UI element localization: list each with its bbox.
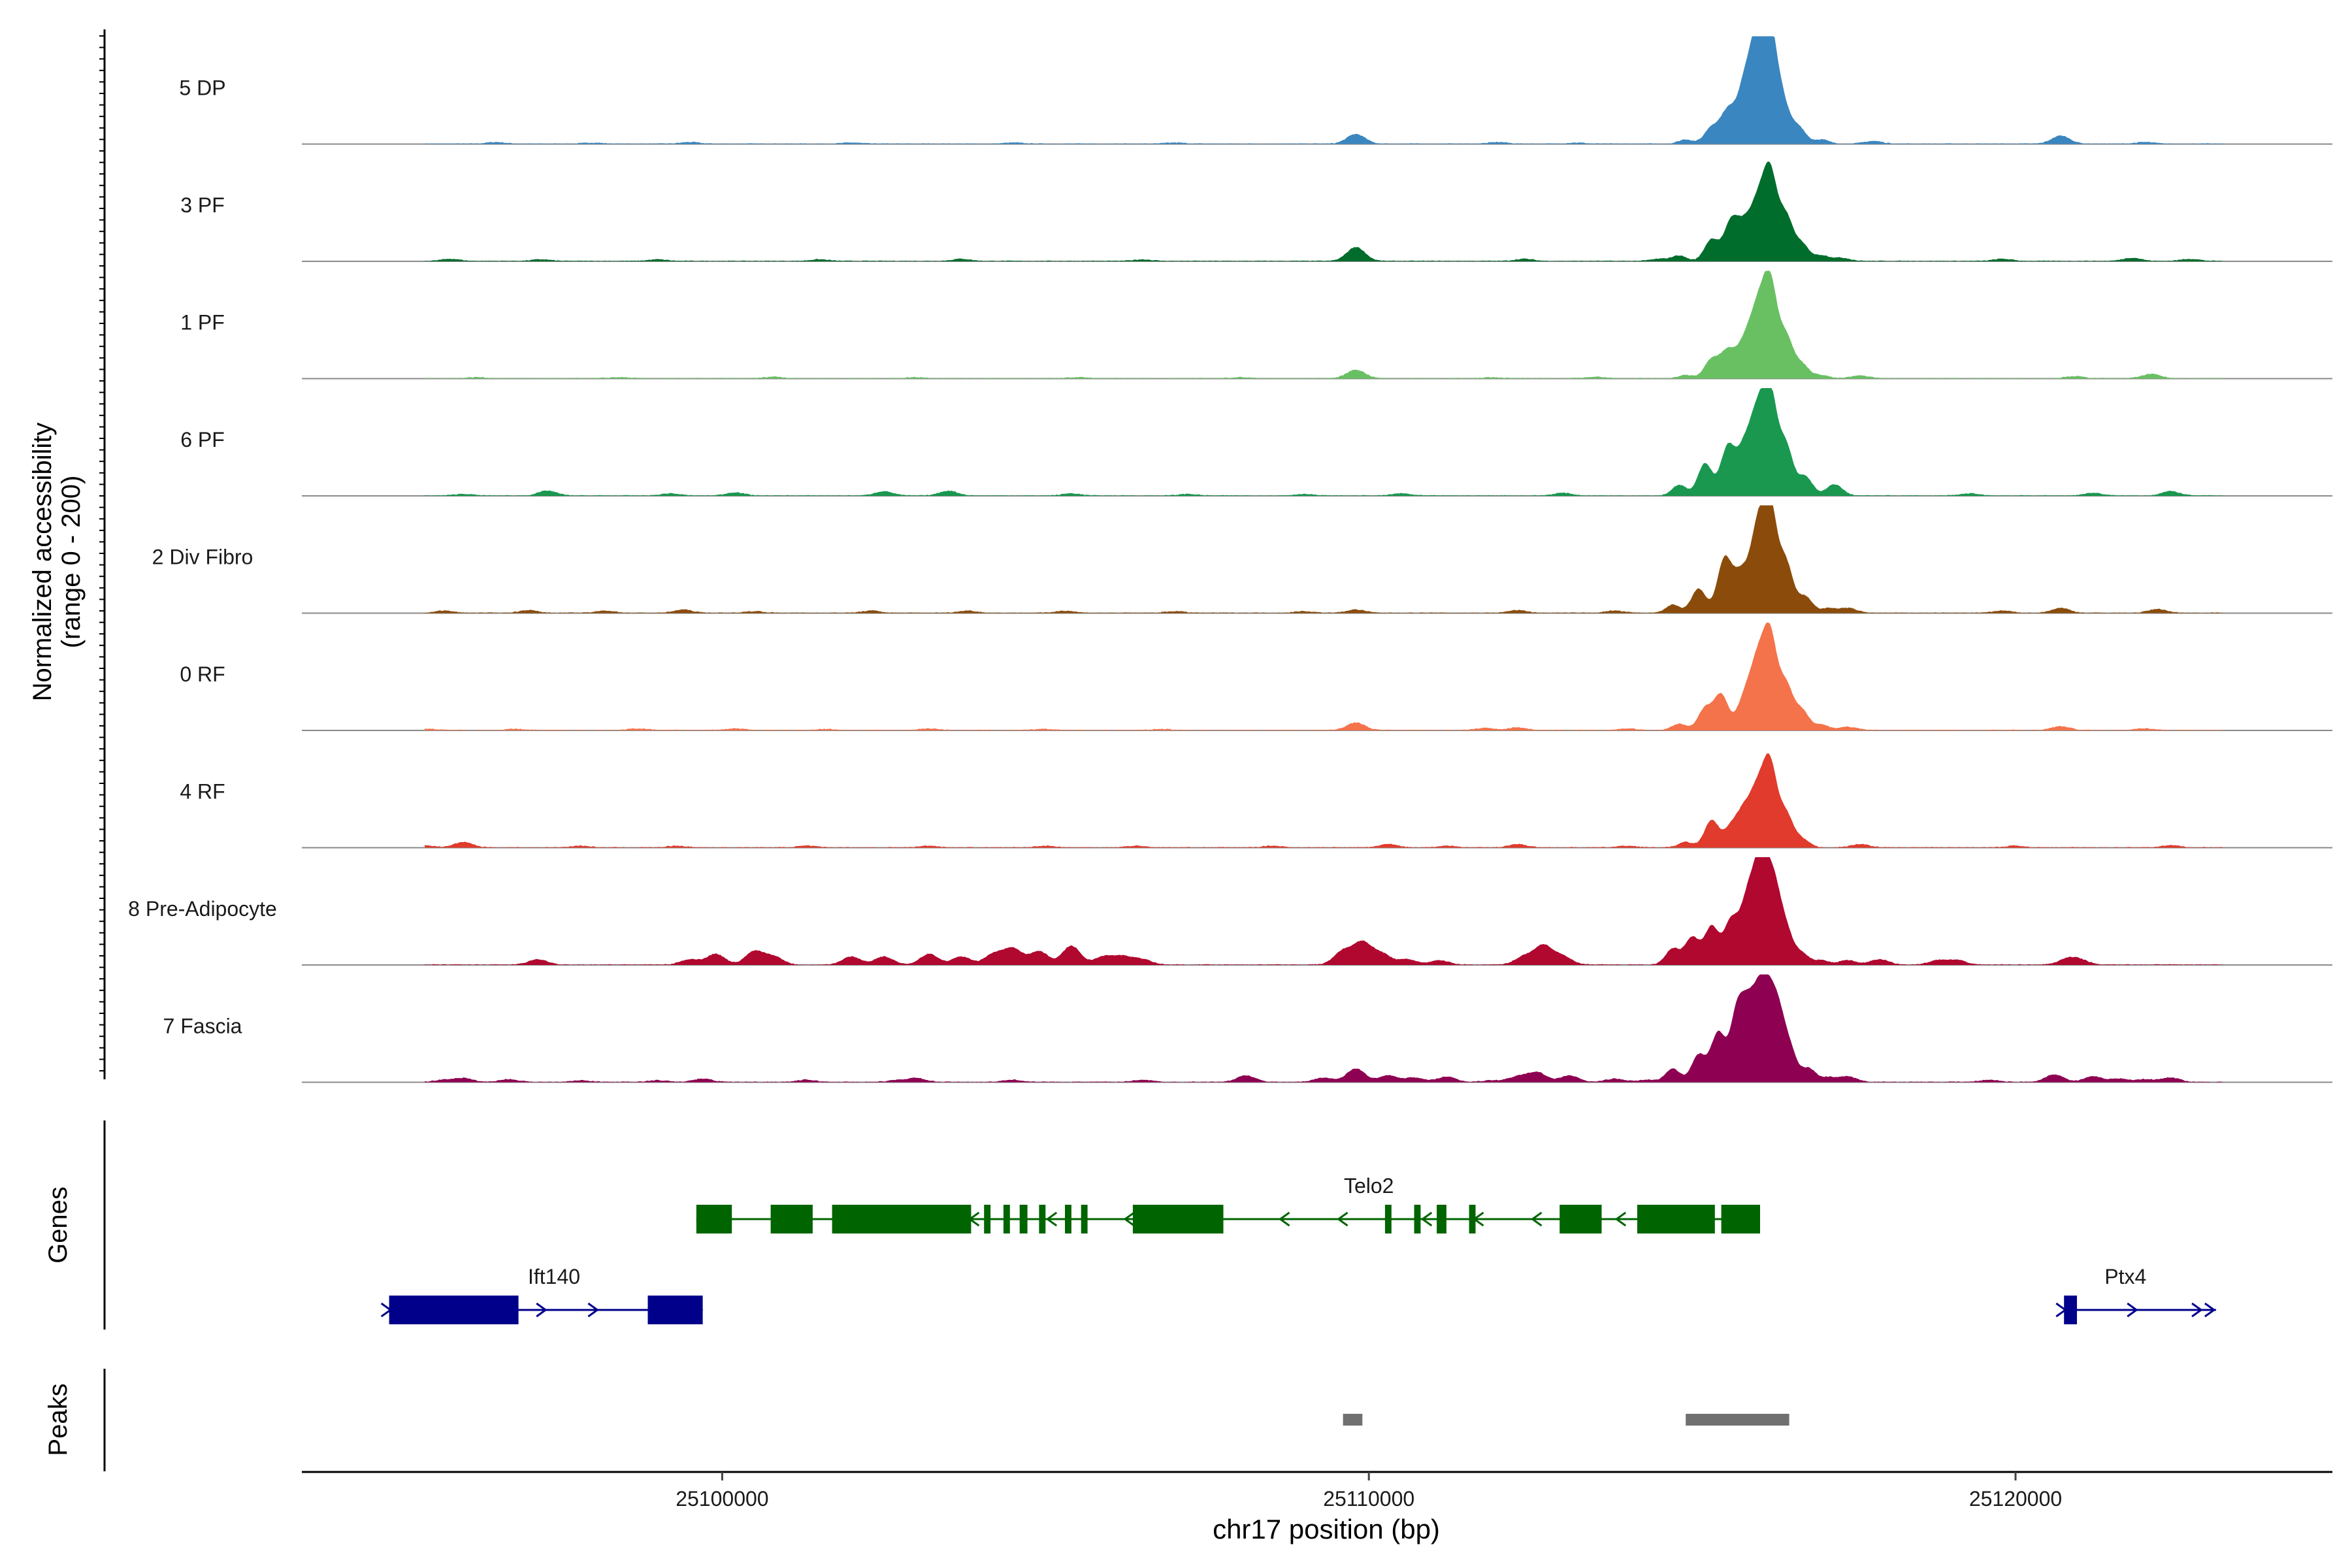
gene-exon <box>1721 1205 1760 1233</box>
gene-exon <box>832 1205 972 1233</box>
gene-label: Ptx4 <box>2104 1265 2146 1288</box>
y-axis-title-line1: Normalized accessibility <box>28 423 57 702</box>
strand-arrow <box>536 1302 547 1318</box>
gene-exon <box>1019 1205 1028 1233</box>
strand-arrow <box>2127 1302 2138 1318</box>
strand-arrow <box>1530 1211 1543 1227</box>
genes-panel-label: Genes <box>44 1186 73 1264</box>
gene-exon <box>984 1205 991 1233</box>
gene-exon <box>1437 1205 1446 1233</box>
x-tick-label: 25120000 <box>1969 1487 2062 1511</box>
strand-arrow <box>1472 1211 1484 1227</box>
track-label: 6 PF <box>180 428 225 451</box>
gene-exon <box>1384 1205 1392 1233</box>
track-3-pf: 3 PF <box>180 161 2332 262</box>
y-axis-title-line2: (range 0 - 200) <box>57 476 86 649</box>
track-label: 4 RF <box>180 780 225 804</box>
x-tick-label: 25110000 <box>1323 1487 1414 1511</box>
track-8-pre-adipocyte: 8 Pre-Adipocyte <box>128 857 2332 966</box>
strand-arrow <box>1614 1211 1627 1227</box>
gene-exon <box>1560 1205 1602 1233</box>
gene-exon <box>1414 1205 1421 1233</box>
track-signal <box>425 388 2223 496</box>
gene-exon <box>1003 1205 1010 1233</box>
track-label: 0 RF <box>180 662 225 686</box>
x-tick-label: 25100000 <box>676 1487 768 1511</box>
strand-arrow <box>780 1211 792 1227</box>
strand-arrow <box>1337 1211 1348 1227</box>
x-axis-title: chr17 position (bp) <box>1213 1514 1440 1544</box>
strand-arrow <box>2191 1302 2203 1318</box>
strand-arrow <box>2204 1302 2216 1318</box>
track-signal <box>425 270 2223 379</box>
track-label: 2 Div Fibro <box>152 546 253 569</box>
strand-arrow <box>968 1211 980 1227</box>
track-label: 3 PF <box>180 193 225 217</box>
track-label: 5 DP <box>179 76 225 100</box>
strand-arrow <box>1045 1211 1058 1227</box>
gene-ptx4: Ptx4 <box>2055 1265 2216 1324</box>
track-label: 8 Pre-Adipocyte <box>128 897 277 921</box>
strand-arrow <box>1123 1211 1135 1227</box>
track-2-div-fibro: 2 Div Fibro <box>152 505 2332 614</box>
track-signal <box>425 753 2223 848</box>
gene-ift140: Ift140 <box>380 1265 703 1324</box>
gene-exon <box>1039 1205 1046 1233</box>
gene-exon <box>1469 1205 1476 1233</box>
gene-exon <box>2064 1296 2077 1324</box>
gene-exon <box>696 1205 732 1233</box>
track-6-pf: 6 PF <box>180 388 2332 497</box>
gene-exon <box>1132 1205 1224 1233</box>
strand-arrow <box>380 1302 393 1318</box>
strand-arrow <box>2055 1302 2067 1318</box>
gene-exon <box>389 1296 519 1324</box>
strand-arrow <box>1278 1211 1290 1227</box>
peaks-panel-label: Peaks <box>44 1383 73 1456</box>
gene-label: Telo2 <box>1344 1174 1394 1198</box>
gene-exon <box>1637 1205 1715 1233</box>
gene-exon <box>1065 1205 1071 1233</box>
track-signal <box>425 857 2223 965</box>
gene-exon <box>1081 1205 1088 1233</box>
strand-arrow <box>587 1302 599 1318</box>
strand-arrow <box>1420 1211 1433 1227</box>
coverage-tracks: 5 DP 3 PF 1 PF 6 PF 2 Div Fibro 0 RF 4 RF 8 Pre… <box>128 36 2332 1083</box>
peak-region <box>1343 1414 1363 1426</box>
track-label: 1 PF <box>180 311 225 335</box>
gene-annotations: Telo2 Ift140 Ptx4 <box>380 1174 2216 1324</box>
track-4-rf: 4 RF <box>180 753 2332 849</box>
track-signal <box>425 161 2223 261</box>
peak-region <box>1686 1414 1789 1426</box>
track-signal <box>425 36 2223 144</box>
track-signal <box>425 974 2223 1083</box>
track-label: 7 Fascia <box>163 1015 242 1038</box>
track-signal <box>425 623 2223 730</box>
peak-regions <box>1343 1414 1789 1426</box>
track-7-fascia: 7 Fascia <box>163 974 2332 1083</box>
gene-exon <box>770 1205 813 1233</box>
track-1-pf: 1 PF <box>180 270 2332 380</box>
tracks-y-ticks <box>99 35 105 1071</box>
gene-label: Ift140 <box>528 1265 580 1288</box>
track-0-rf: 0 RF <box>180 623 2332 731</box>
gene-exon <box>647 1296 703 1324</box>
x-axis-ticks: 25100000 25110000 25120000 <box>676 1472 2062 1511</box>
gene-telo2: Telo2 <box>696 1174 1761 1233</box>
track-5-dp: 5 DP <box>179 36 2332 145</box>
track-signal <box>425 505 2223 613</box>
